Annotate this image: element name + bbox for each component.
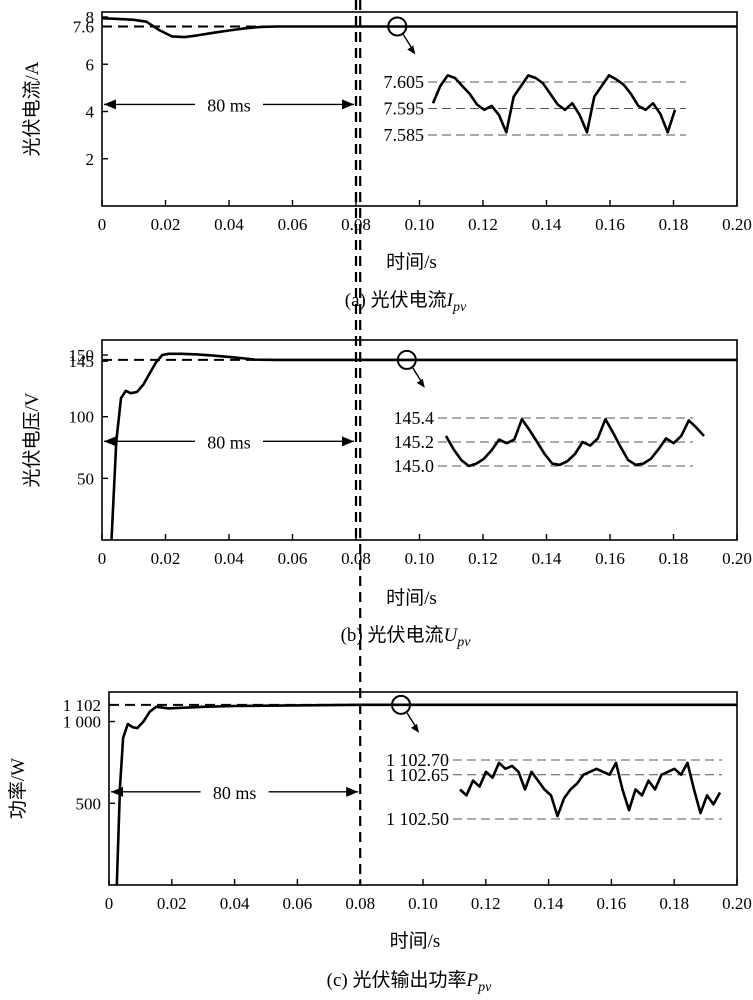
duration-label: 80 ms [207,432,251,452]
caption: (c) 光伏输出功率Ppv [327,969,492,995]
panel-b: 0 0.02 0.04 0.06 0.08 0.10 0.12 0.14 0.16 0.18 0.2… [21,0,752,650]
x-tick-label: 0.18 [659,894,689,913]
caption-subscript: pv [452,300,467,315]
caption-prefix: (c) 光伏输出功率 [327,969,467,991]
inset-series-line [459,761,722,818]
y-tick-label: 8 [86,8,95,27]
zoom-circle [387,16,408,37]
annotation-bg [195,92,263,115]
inset-tick-label: 145.0 [394,456,435,476]
x-axis-label: 时间/s [390,930,441,952]
caption-subscript: pv [456,635,471,650]
inset-tick-label: 145.2 [394,432,435,452]
caption-variable: U [443,625,458,646]
x-tick-label: 0 [98,215,107,234]
panel-a: 0 0.02 0.04 0.06 0.08 0.10 0.12 0.14 0.16 0.18 0.2… [21,0,752,315]
x-tick-label: 0.02 [151,215,181,234]
x-tick-label: 0.10 [408,894,438,913]
inset-series-line [444,417,705,468]
x-tick-label: 0.08 [345,894,375,913]
caption-variable: P [466,970,479,991]
arrow-head-left [111,786,123,797]
y-tick-label: 150 [69,346,95,365]
x-tick-label: 0.20 [722,215,752,234]
x-tick-label: 0.10 [405,215,435,234]
zoom-pointer-head [416,378,425,388]
y-tick-label: 2 [86,150,95,169]
y-tick-label: 500 [76,794,102,813]
x-tick-label: 0.14 [532,549,562,568]
caption-subscript: pv [477,980,492,995]
y-tick-label: 50 [77,469,94,488]
y-tick-label: 1 102 [63,696,101,715]
annotation-bg [200,779,269,802]
caption: (b) 光伏电流Upv [341,624,472,650]
x-tick-label: 0.20 [722,549,752,568]
x-tick-label: 0.14 [534,894,564,913]
x-tick-label: 0.02 [151,549,181,568]
inset-tick-label: 1 102.70 [386,750,449,770]
x-tick-label: 0.06 [278,549,308,568]
inset-tick-label: 1 102.50 [386,809,449,829]
series-line [101,16,737,39]
arrow-head-right [342,436,354,447]
zoom-circle [391,694,412,715]
zoom-pointer-head [407,45,416,55]
inset-tick-label: 7.585 [384,125,425,145]
x-tick-label: 0.14 [532,215,562,234]
x-tick-label: 0.04 [220,894,250,913]
x-tick-label: 0.04 [214,215,244,234]
x-tick-label: 0.06 [278,215,308,234]
x-tick-label: 0.12 [468,549,498,568]
annotation-bg [195,429,263,452]
x-tick-label: 0.04 [214,549,244,568]
inset-series-line [431,74,677,134]
x-tick-label: 0.10 [405,549,435,568]
caption-prefix: (b) 光伏电流 [341,624,444,646]
inset-tick-label: 7.595 [384,99,425,119]
x-tick-label: 0.16 [595,549,625,568]
x-tick-label: 0 [105,894,114,913]
x-axis-label: 时间/s [386,251,437,273]
y-axis-label: 光伏电压/V [21,392,43,487]
y-tick-label: 100 [69,408,95,427]
y-axis-label: 光伏电流/A [21,61,43,156]
y-tick-label: 6 [86,55,95,74]
x-tick-label: 0.12 [471,894,501,913]
caption-variable: I [446,290,455,311]
x-tick-label: 0.12 [468,215,498,234]
x-tick-label: 0 [98,549,107,568]
arrow-head-right [346,786,359,797]
caption-prefix: (a) 光伏电流 [345,289,447,311]
series-line [110,352,737,541]
x-tick-label: 0.16 [597,894,627,913]
x-tick-label: 0.20 [722,894,752,913]
arrow-head-left [104,436,116,447]
duration-label: 80 ms [207,95,251,115]
y-tick-label: 1 000 [63,713,101,732]
inset-tick-label: 7.605 [384,72,425,92]
y-tick-label: 7.6 [73,17,94,36]
arrow-head-right [342,99,354,110]
y-axis-label: 功率/W [7,758,29,819]
inset-tick-label: 145.4 [394,408,435,428]
zoom-circle [396,349,417,370]
series-line [115,703,737,886]
arrow-head-left [104,99,116,110]
x-tick-label: 0.18 [659,215,689,234]
x-tick-label: 0.08 [341,549,371,568]
zoom-pointer-head [411,723,420,733]
x-axis-label: 时间/s [386,587,437,609]
inset-tick-label: 1 102.65 [386,765,449,785]
y-tick-label: 4 [86,103,95,122]
x-tick-label: 0.02 [157,894,187,913]
duration-label: 80 ms [213,783,257,803]
x-tick-label: 0.18 [659,549,689,568]
panel-c: 0 0.02 0.04 0.06 0.08 0.10 0.12 0.14 0.16 0.18 0.2… [7,0,752,995]
caption: (a) 光伏电流Ipv [345,289,467,315]
x-tick-label: 0.16 [595,215,625,234]
y-tick-label: 145 [69,352,95,371]
x-tick-label: 0.06 [283,894,313,913]
